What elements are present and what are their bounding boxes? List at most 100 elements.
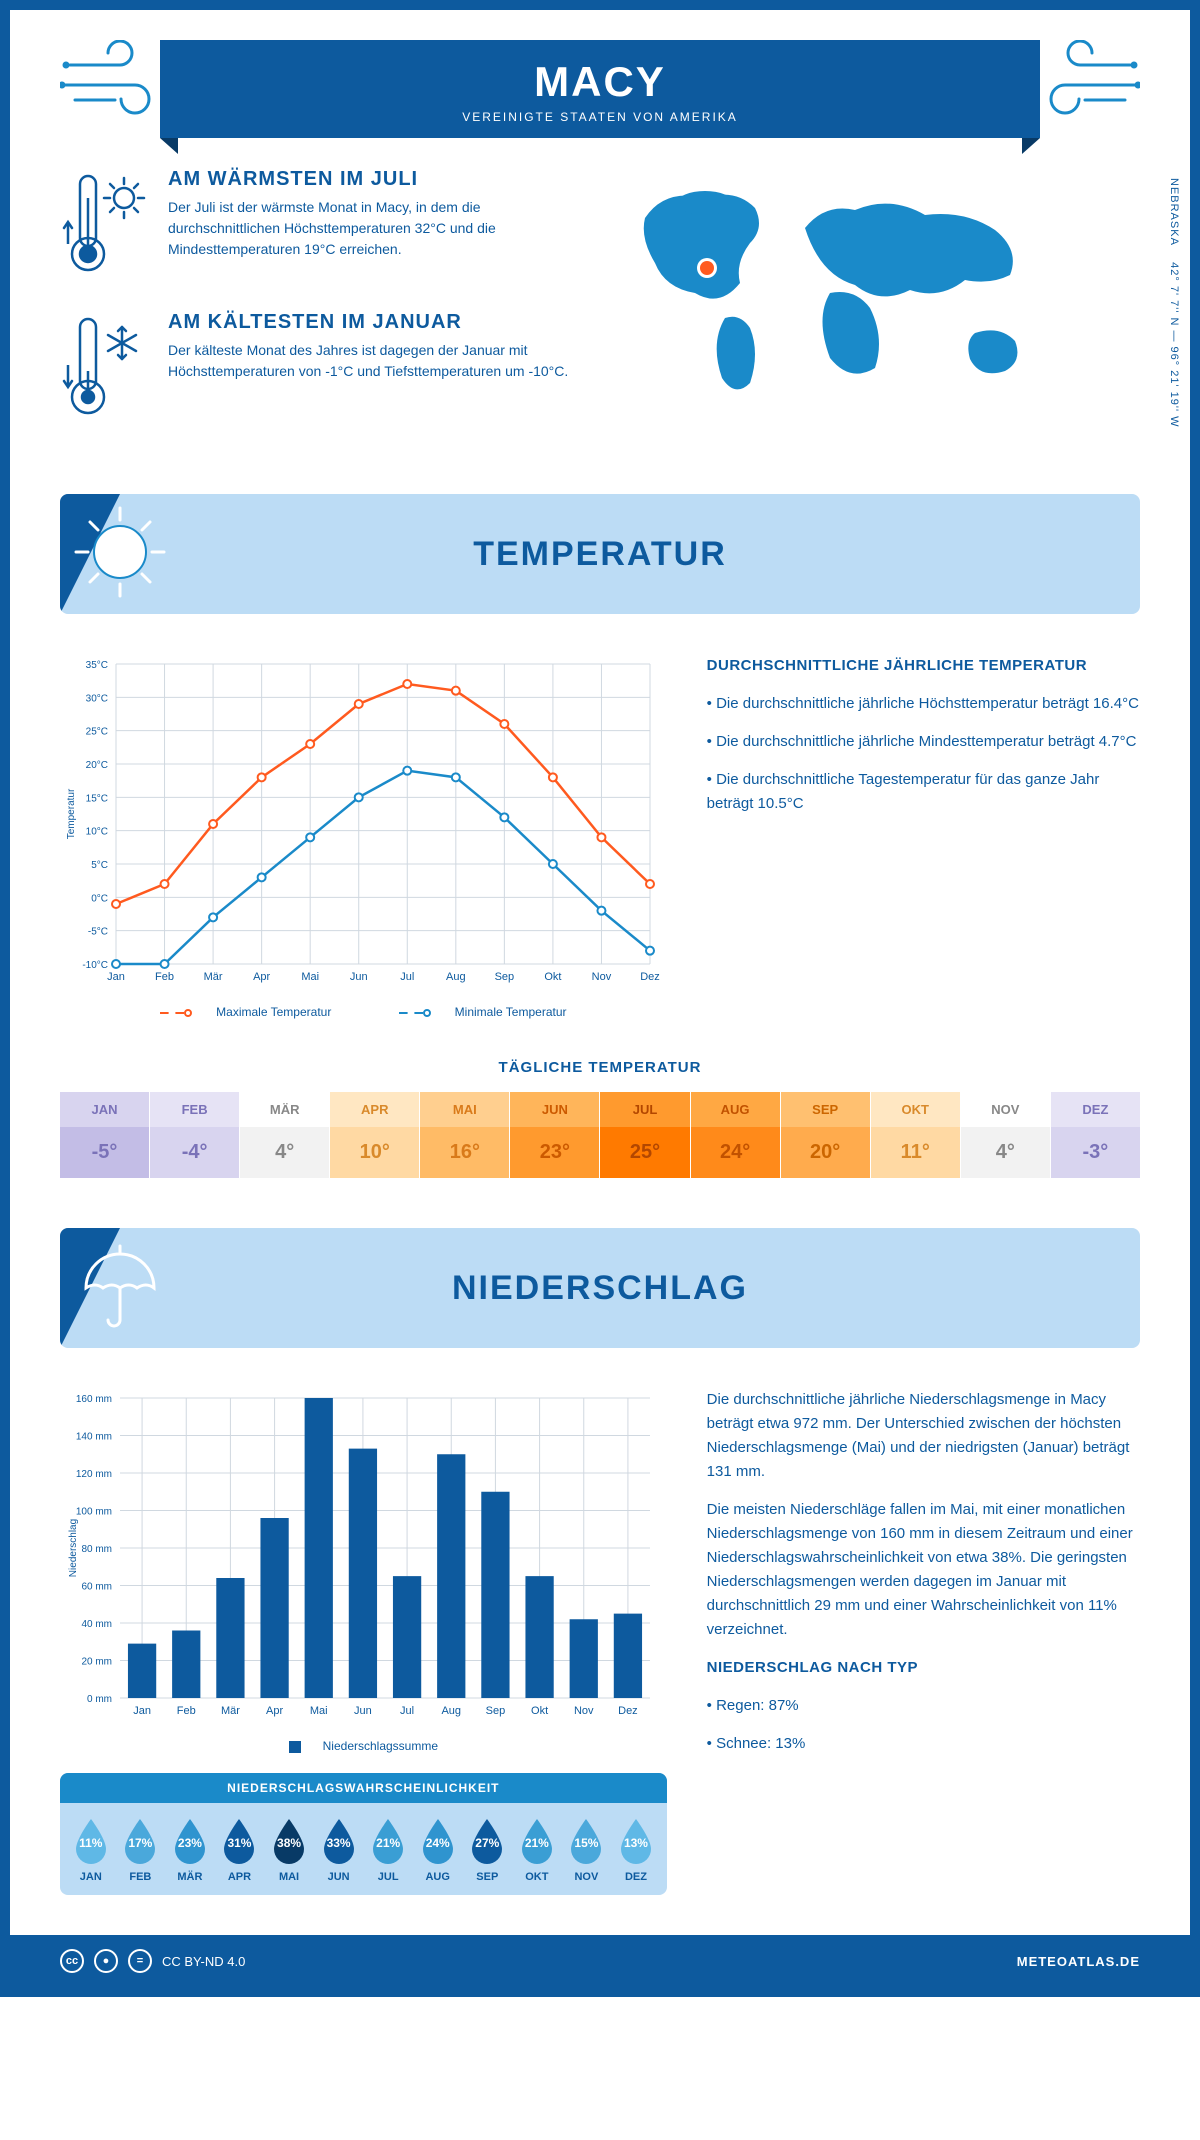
svg-text:25°C: 25°C bbox=[86, 727, 108, 738]
svg-text:Aug: Aug bbox=[441, 1705, 461, 1717]
section-title-temp: TEMPERATUR bbox=[473, 535, 727, 574]
coldest-text: Der kälteste Monat des Jahres ist dagege… bbox=[168, 340, 585, 382]
coldest-block: AM KÄLTESTEN IM JANUAR Der kälteste Mona… bbox=[60, 311, 585, 426]
svg-text:30°C: 30°C bbox=[86, 693, 108, 704]
license-text: CC BY-ND 4.0 bbox=[162, 1954, 245, 1969]
prob-cell: 24% AUG bbox=[413, 1817, 463, 1883]
raindrop-icon: 21% bbox=[518, 1817, 556, 1865]
coldest-title: AM KÄLTESTEN IM JANUAR bbox=[168, 311, 585, 334]
precip-row: 0 mm20 mm40 mm60 mm80 mm100 mm120 mm140 … bbox=[60, 1388, 1140, 1895]
raindrop-icon: 11% bbox=[72, 1817, 110, 1865]
svg-text:Nov: Nov bbox=[592, 971, 612, 983]
raindrop-icon: 24% bbox=[419, 1817, 457, 1865]
svg-text:Apr: Apr bbox=[266, 1705, 283, 1717]
svg-text:120 mm: 120 mm bbox=[76, 1469, 112, 1480]
legend-min: Minimale Temperatur bbox=[455, 1005, 567, 1019]
svg-text:Temperatur: Temperatur bbox=[66, 788, 77, 839]
precip-bar-chart: 0 mm20 mm40 mm60 mm80 mm100 mm120 mm140 … bbox=[60, 1388, 667, 1895]
svg-text:0 mm: 0 mm bbox=[87, 1694, 112, 1705]
raindrop-icon: 15% bbox=[567, 1817, 605, 1865]
svg-text:Aug: Aug bbox=[446, 971, 466, 983]
daily-temp-grid: JAN -5°FEB -4°MÄR 4°APR 10°MAI 16°JUN 23… bbox=[60, 1092, 1140, 1178]
prob-row: 11% JAN 17% FEB 23% MÄR 31% APR 38% MAI … bbox=[60, 1803, 667, 1883]
svg-text:Dez: Dez bbox=[618, 1705, 638, 1717]
warmest-title: AM WÄRMSTEN IM JULI bbox=[168, 168, 585, 191]
cc-icon: cc bbox=[60, 1949, 84, 1973]
svg-text:Okt: Okt bbox=[544, 971, 561, 983]
svg-text:0°C: 0°C bbox=[91, 893, 108, 904]
prob-cell: 11% JAN bbox=[66, 1817, 116, 1883]
daily-cell: NOV 4° bbox=[961, 1092, 1051, 1178]
svg-text:Jul: Jul bbox=[400, 1705, 414, 1717]
section-header-temp: TEMPERATUR bbox=[60, 494, 1140, 614]
legend-max: Maximale Temperatur bbox=[216, 1005, 331, 1019]
raindrop-icon: 17% bbox=[121, 1817, 159, 1865]
raindrop-icon: 31% bbox=[220, 1817, 258, 1865]
svg-text:100 mm: 100 mm bbox=[76, 1507, 112, 1518]
prob-cell: 33% JUN bbox=[314, 1817, 364, 1883]
svg-text:35°C: 35°C bbox=[86, 660, 108, 671]
svg-text:5°C: 5°C bbox=[91, 860, 108, 871]
svg-text:Dez: Dez bbox=[640, 971, 660, 983]
city-title: MACY bbox=[160, 58, 1040, 106]
wind-icon bbox=[60, 40, 170, 125]
precip-side-text: Die durchschnittliche jährliche Niedersc… bbox=[707, 1388, 1140, 1895]
raindrop-icon: 27% bbox=[468, 1817, 506, 1865]
precip-legend-label: Niederschlagssumme bbox=[323, 1739, 438, 1753]
svg-text:Mär: Mär bbox=[221, 1705, 240, 1717]
daily-cell: AUG 24° bbox=[691, 1092, 781, 1178]
daily-cell: APR 10° bbox=[330, 1092, 420, 1178]
daily-temp-title: TÄGLICHE TEMPERATUR bbox=[60, 1059, 1140, 1076]
temp-line-chart: -10°C-5°C0°C5°C10°C15°C20°C25°C30°C35°CJ… bbox=[60, 654, 667, 1019]
umbrella-icon bbox=[70, 1236, 170, 1341]
coordinates: NEBRASKA 42° 7' 7'' N — 96° 21' 19'' W bbox=[1168, 178, 1180, 428]
svg-text:Sep: Sep bbox=[486, 1705, 506, 1717]
svg-text:10°C: 10°C bbox=[86, 827, 108, 838]
section-header-precip: NIEDERSCHLAG bbox=[60, 1228, 1140, 1348]
svg-text:Jun: Jun bbox=[354, 1705, 372, 1717]
precip-type-2: • Schnee: 13% bbox=[707, 1732, 1140, 1756]
raindrop-icon: 21% bbox=[369, 1817, 407, 1865]
prob-box: NIEDERSCHLAGSWAHRSCHEINLICHKEIT 11% JAN … bbox=[60, 1773, 667, 1895]
thermometer-snow-icon bbox=[60, 311, 150, 426]
svg-text:40 mm: 40 mm bbox=[81, 1619, 112, 1630]
prob-cell: 21% OKT bbox=[512, 1817, 562, 1883]
raindrop-icon: 33% bbox=[320, 1817, 358, 1865]
svg-text:-10°C: -10°C bbox=[82, 960, 108, 971]
daily-cell: SEP 20° bbox=[781, 1092, 871, 1178]
title-banner: MACY VEREINIGTE STAATEN VON AMERIKA bbox=[160, 40, 1040, 138]
svg-text:60 mm: 60 mm bbox=[81, 1582, 112, 1593]
avg-temp-b1: • Die durchschnittliche jährliche Höchst… bbox=[707, 692, 1140, 716]
prob-cell: 17% FEB bbox=[116, 1817, 166, 1883]
avg-temp-b3: • Die durchschnittliche Tagestemperatur … bbox=[707, 768, 1140, 816]
daily-cell: JUN 23° bbox=[510, 1092, 600, 1178]
precip-p1: Die durchschnittliche jährliche Niedersc… bbox=[707, 1388, 1140, 1484]
footer: cc ● = CC BY-ND 4.0 METEOATLAS.DE bbox=[10, 1935, 1190, 1987]
prob-cell: 27% SEP bbox=[463, 1817, 513, 1883]
daily-cell: JUL 25° bbox=[600, 1092, 690, 1178]
daily-cell: MAI 16° bbox=[420, 1092, 510, 1178]
temp-row: -10°C-5°C0°C5°C10°C15°C20°C25°C30°C35°CJ… bbox=[60, 654, 1140, 1019]
avg-temp-b2: • Die durchschnittliche jährliche Mindes… bbox=[707, 730, 1140, 754]
raindrop-icon: 13% bbox=[617, 1817, 655, 1865]
hero-banner: MACY VEREINIGTE STAATEN VON AMERIKA bbox=[10, 10, 1190, 138]
world-map: NEBRASKA 42° 7' 7'' N — 96° 21' 19'' W bbox=[615, 168, 1140, 454]
precip-p2: Die meisten Niederschläge fallen im Mai,… bbox=[707, 1498, 1140, 1642]
svg-text:80 mm: 80 mm bbox=[81, 1544, 112, 1555]
prob-cell: 23% MÄR bbox=[165, 1817, 215, 1883]
avg-temp-title: DURCHSCHNITTLICHE JÄHRLICHE TEMPERATUR bbox=[707, 654, 1140, 678]
prob-cell: 31% APR bbox=[215, 1817, 265, 1883]
intro-row: AM WÄRMSTEN IM JULI Der Juli ist der wär… bbox=[60, 168, 1140, 454]
temp-legend: Maximale Temperatur Minimale Temperatur bbox=[60, 1005, 667, 1019]
raindrop-icon: 38% bbox=[270, 1817, 308, 1865]
svg-text:Mär: Mär bbox=[204, 971, 223, 983]
svg-text:15°C: 15°C bbox=[86, 793, 108, 804]
svg-text:Jan: Jan bbox=[107, 971, 125, 983]
section-title-precip: NIEDERSCHLAG bbox=[452, 1269, 748, 1308]
thermometer-sun-icon bbox=[60, 168, 150, 283]
prob-cell: 38% MAI bbox=[264, 1817, 314, 1883]
daily-cell: MÄR 4° bbox=[240, 1092, 330, 1178]
page: MACY VEREINIGTE STAATEN VON AMERIKA AM W… bbox=[0, 0, 1200, 1997]
by-icon: ● bbox=[94, 1949, 118, 1973]
svg-text:20°C: 20°C bbox=[86, 760, 108, 771]
